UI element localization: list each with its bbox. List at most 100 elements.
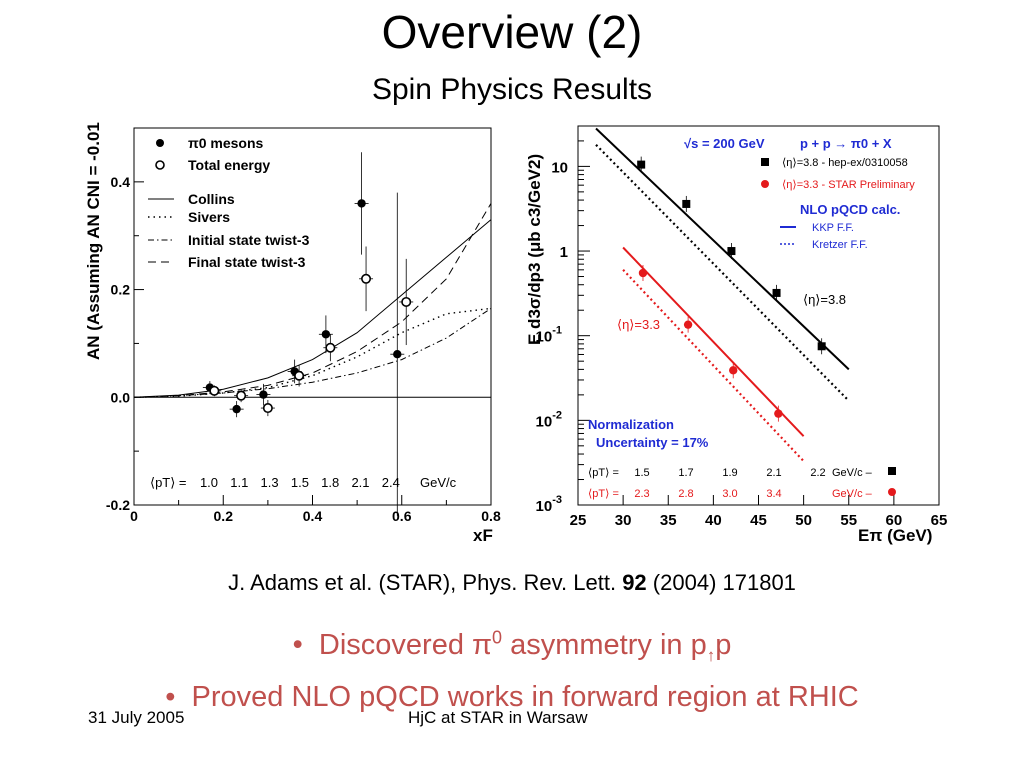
xs-pt-red-marker (888, 488, 896, 496)
xs-pt-red-label: ⟨pT⟩ = (588, 488, 619, 500)
bullet-list: • Discovered π0 asymmetry in p↑p • Prove… (0, 616, 1024, 718)
footer-date: 31 July 2005 (88, 708, 185, 727)
legend-nlo-label: NLO pQCD calc. (800, 202, 900, 217)
xs-pt-black-value: 1.9 (722, 467, 737, 479)
an-plot-frame (133, 127, 492, 506)
data-point-pi0 (259, 390, 268, 399)
curve-final-state-twist-3 (133, 203, 492, 398)
bullet-1-text: Discovered π0 asymmetry in p↑p (318, 627, 732, 665)
an-pt-value: 1.5 (291, 475, 309, 490)
legend-collins-label: Collins (188, 191, 235, 207)
xs-pt-black-value: 1.5 (634, 467, 649, 479)
xs-pt-black-value: 2.1 (766, 467, 781, 479)
curve-kkp-f-f- (595, 127, 850, 371)
data-point-star (638, 268, 648, 278)
data-point-total-energy (325, 342, 336, 353)
xs-y-tick-label: 1 (560, 244, 568, 261)
an-pt-value: 2.4 (382, 475, 400, 490)
xs-pt-red-value: 3.0 (722, 488, 737, 500)
legend-kkp-label: KKP F.F. (812, 222, 854, 234)
an-pt-value: 1.3 (261, 475, 279, 490)
legend-hep-label: ⟨η⟩=3.8 - hep-ex/0310058 (782, 157, 908, 169)
citation-volume: 92 (622, 570, 647, 595)
an-y-label: AN (Assuming AN CNI = -0.013) (84, 122, 103, 360)
xs-x-tick-label: 25 (570, 512, 587, 529)
data-point-hep (682, 199, 691, 208)
legend-star-label: ⟨η⟩=3.3 - STAR Preliminary (782, 179, 915, 191)
xs-pt-black-value: 2.2 (810, 467, 825, 479)
data-point-pi0 (232, 404, 241, 414)
legend-hep-marker (761, 158, 769, 166)
data-point-hep (772, 288, 781, 297)
data-point-total-energy (262, 403, 273, 414)
xs-x-tick-label: 55 (840, 512, 857, 529)
legend-is-label: Initial state twist-3 (188, 232, 310, 248)
legend-fs-label: Final state twist-3 (188, 254, 306, 270)
data-point-hep (637, 160, 646, 169)
xs-pt-black-marker (888, 467, 896, 475)
xs-title-reaction: p + p → π0 + X (800, 136, 892, 151)
xs-x-tick-label: 35 (660, 512, 677, 529)
xs-pt-black-label: ⟨pT⟩ = (588, 467, 619, 479)
xs-pt-red-value: 3.4 (766, 488, 781, 500)
curve-initial-state-twist-3 (133, 307, 492, 398)
data-point-star (774, 409, 783, 418)
an-pt-unit: GeV/c (420, 475, 457, 490)
xs-title-sqrt-s: √s = 200 GeV (684, 136, 765, 151)
data-point-star (683, 320, 693, 329)
xs-x-tick-label: 30 (615, 512, 632, 529)
an-pt-label: ⟨pT⟩ = (150, 475, 187, 490)
xs-x-label: Eπ (GeV) (858, 526, 932, 545)
curve-sivers (133, 307, 492, 398)
data-point-hep (727, 247, 736, 256)
an-vs-xf-chart: 0 0.2 0.4 0.6 0.8 -0.2 0.0 0.2 0.4 π0 mesons Tot… (84, 122, 501, 545)
an-x-tick-label: 0.8 (481, 508, 501, 524)
data-point-pi0 (393, 350, 402, 359)
data-point-total-energy (361, 273, 372, 284)
xs-eta33-label: ⟨η⟩=3.3 (617, 317, 660, 332)
xs-pt-black-value: 1.7 (678, 467, 693, 479)
data-point-total-energy (209, 385, 220, 396)
xs-x-tick-label: 45 (750, 512, 767, 529)
xs-pt-red-value: 2.8 (678, 488, 693, 500)
xs-pt-red-unit: GeV/c – (832, 488, 873, 500)
an-pt-value: 1.8 (321, 475, 339, 490)
legend-pi0-marker (156, 139, 164, 147)
citation-rest: (2004) 171801 (652, 570, 796, 595)
legend-total-label: Total energy (188, 157, 270, 173)
bullet-item: • Discovered π0 asymmetry in p↑p (292, 627, 732, 665)
an-pt-value: 1.0 (200, 475, 218, 490)
xs-eta38-label: ⟨η⟩=3.8 (803, 292, 846, 307)
an-x-tick-label: 0.2 (214, 508, 234, 524)
xs-x-tick-label: 65 (931, 512, 948, 529)
an-x-label: xF (473, 526, 493, 545)
legend-pi0-label: π0 mesons (188, 135, 264, 151)
legend-total-marker (155, 160, 165, 170)
bullet-2-text: Proved NLO pQCD works in forward region … (191, 681, 859, 714)
xs-x-tick-label: 50 (795, 512, 812, 529)
xs-x-tick-label: 40 (705, 512, 722, 529)
legend-sivers-label: Sivers (188, 209, 230, 225)
footer-event: HjC at STAR in Warsaw (408, 708, 588, 727)
curve-collins (133, 219, 492, 398)
citation: J. Adams et al. (STAR), Phys. Rev. Lett.… (0, 570, 1024, 596)
an-pt-value: 2.1 (351, 475, 369, 490)
bullet-item: • Proved NLO pQCD works in forward regio… (165, 681, 859, 714)
cross-section-chart: 25 30 35 40 45 50 55 60 65 10-3 10-2 10-1 1 10 √s = 2… (525, 125, 948, 545)
an-y-tick-label: 0.2 (111, 282, 131, 298)
an-y-tick-label: -0.2 (106, 497, 130, 513)
slide-subtitle: Spin Physics Results (371, 73, 653, 106)
xs-y-tick-label: 10-3 (536, 494, 562, 515)
legend-star-marker (761, 180, 769, 188)
citation-authors: J. Adams et al. (STAR), Phys. Rev. Lett. (228, 570, 617, 595)
curve-kretzer-f-f- (622, 269, 805, 462)
xs-normalization-2: Uncertainty = 17% (596, 435, 709, 450)
data-point-pi0 (357, 199, 366, 208)
data-point-total-energy (401, 296, 412, 307)
an-y-tick-label: 0.4 (111, 174, 131, 190)
legend-kretzer-label: Kretzer F.F. (812, 239, 868, 251)
xs-x-tick-label: 60 (886, 512, 903, 529)
slide-title: Overview (2) (381, 6, 643, 58)
an-pt-value: 1.1 (230, 475, 248, 490)
curve-kkp-f-f- (622, 246, 805, 437)
